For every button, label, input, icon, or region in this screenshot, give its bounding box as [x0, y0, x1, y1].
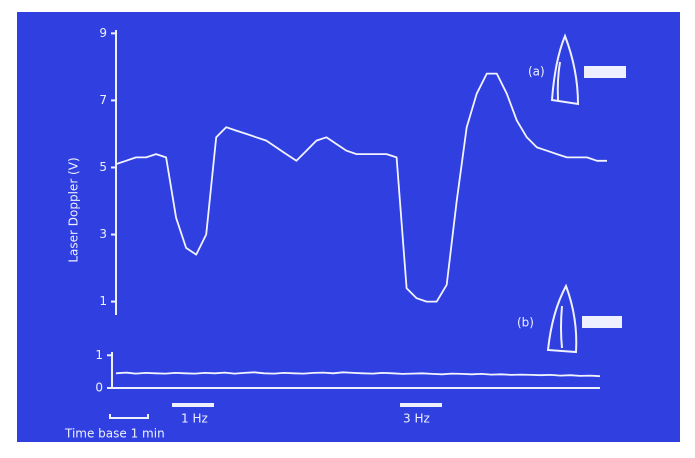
- y-tick-label: 0: [95, 381, 103, 395]
- slide-background: [17, 12, 680, 442]
- trace: [115, 371, 601, 378]
- trace: [115, 72, 607, 303]
- y-tick-label: 3: [99, 227, 107, 241]
- y-tick-label: 1: [95, 348, 103, 362]
- y-tick-label: 7: [99, 93, 107, 107]
- stimulus-bar: [400, 403, 442, 407]
- stimulus-bar: [172, 403, 214, 407]
- legend-label: (b): [517, 316, 534, 330]
- legend-label: (a): [528, 65, 545, 79]
- time-base-bar: [109, 414, 149, 419]
- y-tick-label: 9: [99, 26, 107, 40]
- tooth-icon-a: [550, 33, 626, 106]
- annotation: 1 Hz: [181, 412, 208, 426]
- y-axis-label: Laser Doppler (V): [67, 157, 81, 262]
- y-tick-label: 1: [99, 294, 107, 308]
- y-tick-label: 5: [99, 160, 107, 174]
- tooth-icon-b: [546, 283, 622, 354]
- annotation: Time base 1 min: [64, 427, 165, 441]
- annotation: 3 Hz: [403, 412, 430, 426]
